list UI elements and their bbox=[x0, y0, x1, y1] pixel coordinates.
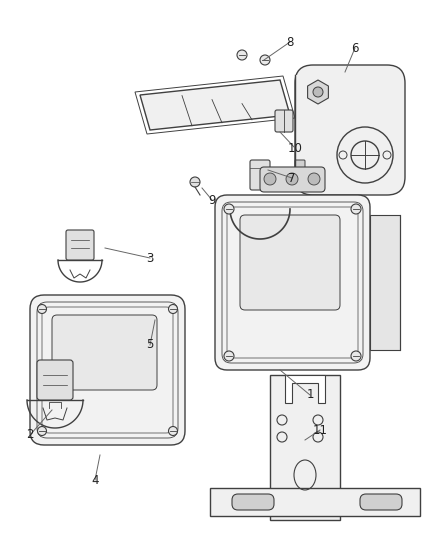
Bar bbox=[370, 215, 400, 350]
FancyBboxPatch shape bbox=[52, 315, 157, 390]
Text: 5: 5 bbox=[146, 338, 154, 351]
Bar bbox=[295, 75, 307, 185]
Text: 4: 4 bbox=[91, 473, 99, 487]
FancyBboxPatch shape bbox=[30, 295, 185, 445]
Circle shape bbox=[237, 50, 247, 60]
Text: 2: 2 bbox=[26, 429, 34, 441]
Text: 11: 11 bbox=[312, 424, 328, 437]
FancyBboxPatch shape bbox=[260, 167, 325, 192]
Text: 6: 6 bbox=[351, 42, 359, 54]
FancyBboxPatch shape bbox=[240, 215, 340, 310]
Text: 10: 10 bbox=[288, 141, 302, 155]
Text: 9: 9 bbox=[208, 193, 216, 206]
FancyBboxPatch shape bbox=[360, 494, 402, 510]
Circle shape bbox=[169, 426, 177, 435]
Bar bbox=[210, 488, 420, 516]
Circle shape bbox=[264, 173, 276, 185]
Polygon shape bbox=[140, 80, 290, 130]
Circle shape bbox=[224, 351, 234, 361]
Circle shape bbox=[38, 426, 46, 435]
FancyBboxPatch shape bbox=[232, 494, 274, 510]
Circle shape bbox=[351, 351, 361, 361]
Circle shape bbox=[224, 204, 234, 214]
FancyBboxPatch shape bbox=[275, 110, 293, 132]
FancyBboxPatch shape bbox=[215, 195, 370, 370]
Circle shape bbox=[38, 304, 46, 313]
Polygon shape bbox=[307, 80, 328, 104]
FancyBboxPatch shape bbox=[250, 160, 270, 190]
Circle shape bbox=[190, 177, 200, 187]
Circle shape bbox=[351, 204, 361, 214]
Text: 7: 7 bbox=[288, 172, 296, 184]
FancyBboxPatch shape bbox=[66, 230, 94, 260]
Bar bbox=[270, 375, 340, 520]
FancyBboxPatch shape bbox=[37, 360, 73, 400]
FancyBboxPatch shape bbox=[295, 65, 405, 195]
Text: 8: 8 bbox=[286, 36, 294, 49]
Circle shape bbox=[308, 173, 320, 185]
Text: 1: 1 bbox=[306, 389, 314, 401]
FancyBboxPatch shape bbox=[295, 160, 305, 172]
Circle shape bbox=[169, 304, 177, 313]
Polygon shape bbox=[285, 375, 325, 403]
Circle shape bbox=[313, 87, 323, 97]
Circle shape bbox=[286, 173, 298, 185]
Text: 3: 3 bbox=[146, 252, 154, 264]
Circle shape bbox=[260, 55, 270, 65]
